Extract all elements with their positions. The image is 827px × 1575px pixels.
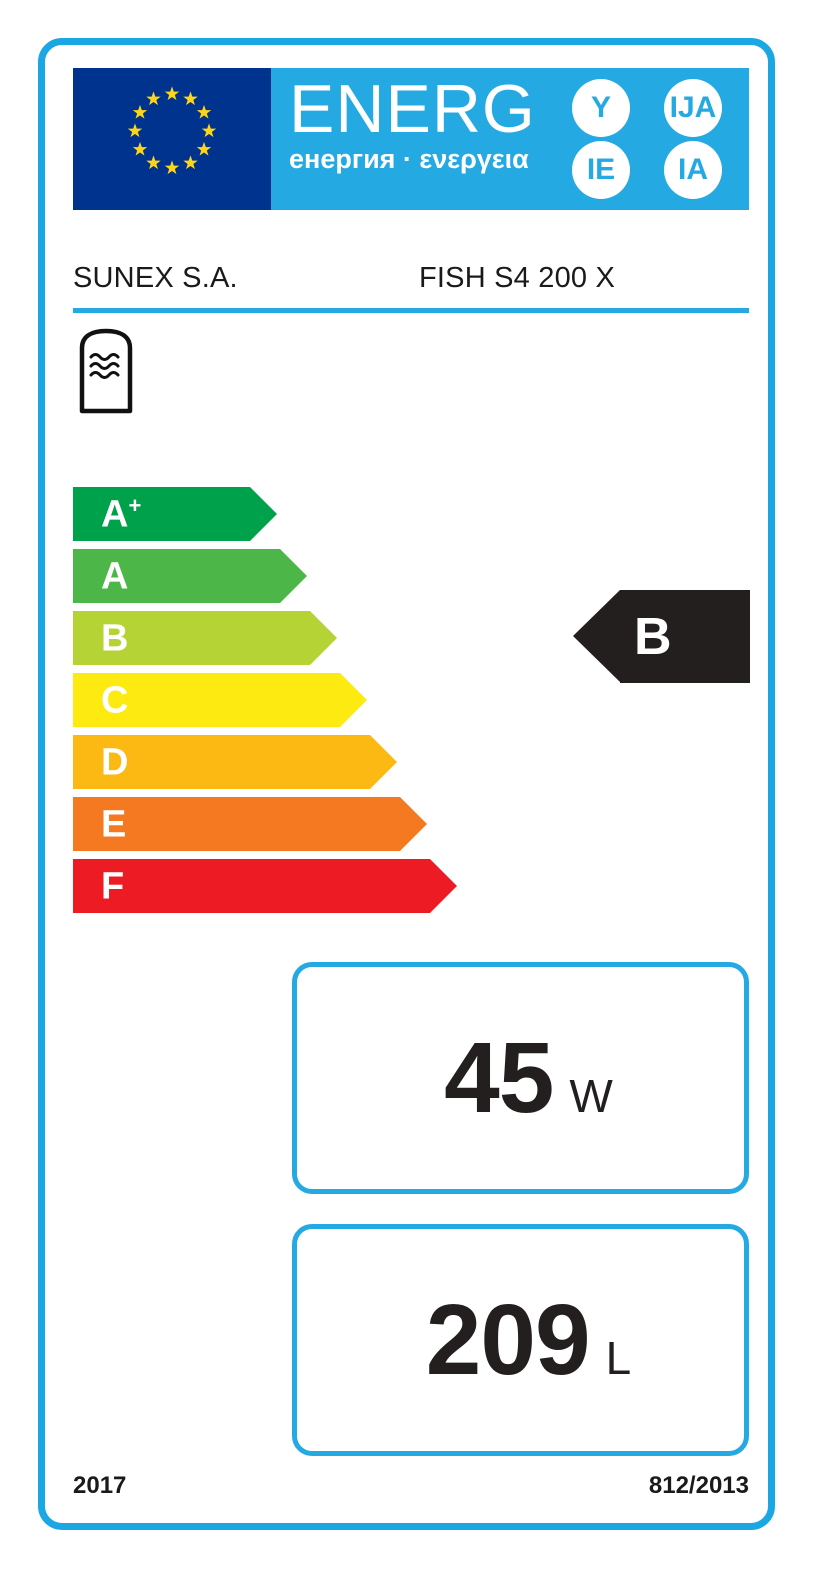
- scale-letter: A: [101, 555, 129, 598]
- label-year: 2017: [73, 1472, 127, 1499]
- energ-logo-text: ENERG енергия · ενεργεια: [289, 71, 579, 174]
- identification-row: SUNEX S.A. FISH S4 200 X: [73, 262, 749, 313]
- scale-bar-d: D: [73, 735, 397, 789]
- language-badge-ie: IE: [572, 141, 630, 200]
- standing-loss-box: 45 W: [292, 962, 749, 1194]
- rating-arrow-tip: [573, 590, 620, 682]
- scale-letter: E: [101, 803, 127, 846]
- scale-letter: F: [101, 865, 125, 908]
- scale-letter: B: [101, 617, 129, 660]
- scale-bar-tip: [250, 487, 277, 541]
- storage-volume-unit: L: [605, 1332, 632, 1384]
- language-badge-ija: IJA: [664, 78, 722, 137]
- scale-letter: A+: [101, 492, 142, 536]
- energ-logo-band: ENERG енергия · ενεργεια Y IJA IE IA: [271, 68, 749, 210]
- scale-bar-body: A: [73, 549, 280, 603]
- scale-letter: C: [101, 679, 129, 722]
- scale-row: B: [73, 611, 493, 665]
- scale-bar-f: F: [73, 859, 457, 913]
- storage-volume-box: 209 L: [292, 1224, 749, 1456]
- scale-bar-body: C: [73, 673, 340, 727]
- scale-bar-body: F: [73, 859, 430, 913]
- label-header: ENERG енергия · ενεργεια Y IJA IE IA: [73, 68, 749, 210]
- supplier-name: SUNEX S.A.: [73, 262, 238, 294]
- scale-bar-tip: [370, 735, 397, 789]
- scale-bar-body: A+: [73, 487, 250, 541]
- label-footer: 2017 812/2013: [73, 1472, 749, 1506]
- storage-volume-value: 209: [425, 1284, 591, 1396]
- rating-letter: B: [634, 607, 672, 666]
- scale-bar-tip: [310, 611, 337, 665]
- scale-bar-body: D: [73, 735, 370, 789]
- regulation-number: 812/2013: [648, 1472, 749, 1499]
- energ-word: ENERG: [289, 71, 536, 147]
- scale-row: D: [73, 735, 493, 789]
- scale-bar-tip: [280, 549, 307, 603]
- language-badges: Y IJA IE IA: [557, 78, 737, 200]
- eu-flag: [73, 68, 271, 210]
- rating-arrow-body: B: [620, 590, 750, 683]
- eu-stars-icon: [127, 86, 217, 175]
- value-inner: 45 W: [444, 1028, 613, 1128]
- scale-bar-e: E: [73, 797, 427, 851]
- scale-row: C: [73, 673, 493, 727]
- scale-bar-tip: [340, 673, 367, 727]
- scale-row: A: [73, 549, 493, 603]
- language-badge-y: Y: [572, 78, 630, 137]
- scale-bar-b: B: [73, 611, 337, 665]
- standing-loss-unit: W: [569, 1070, 613, 1122]
- scale-letter: D: [101, 741, 129, 784]
- efficiency-scale: A+ A B C: [73, 487, 493, 913]
- scale-bar-a: A: [73, 549, 307, 603]
- scale-row: E: [73, 797, 493, 851]
- scale-bar-c: C: [73, 673, 367, 727]
- scale-bar-tip: [430, 859, 457, 913]
- language-badge-ia: IA: [664, 141, 722, 200]
- hot-water-storage-tank-icon: [79, 328, 133, 414]
- scale-bar-tip: [400, 797, 427, 851]
- standing-loss-value: 45: [444, 1022, 554, 1134]
- scale-bar-body: E: [73, 797, 400, 851]
- scale-row: F: [73, 859, 493, 913]
- energ-subtitle: енергия · ενεργεια: [289, 143, 529, 174]
- scale-row: A+: [73, 487, 493, 541]
- energy-class-rating-arrow: B: [573, 590, 750, 683]
- value-inner: 209 L: [426, 1290, 631, 1390]
- scale-bar-body: B: [73, 611, 310, 665]
- scale-bar-a-plus: A+: [73, 487, 277, 541]
- model-name: FISH S4 200 X: [419, 262, 616, 294]
